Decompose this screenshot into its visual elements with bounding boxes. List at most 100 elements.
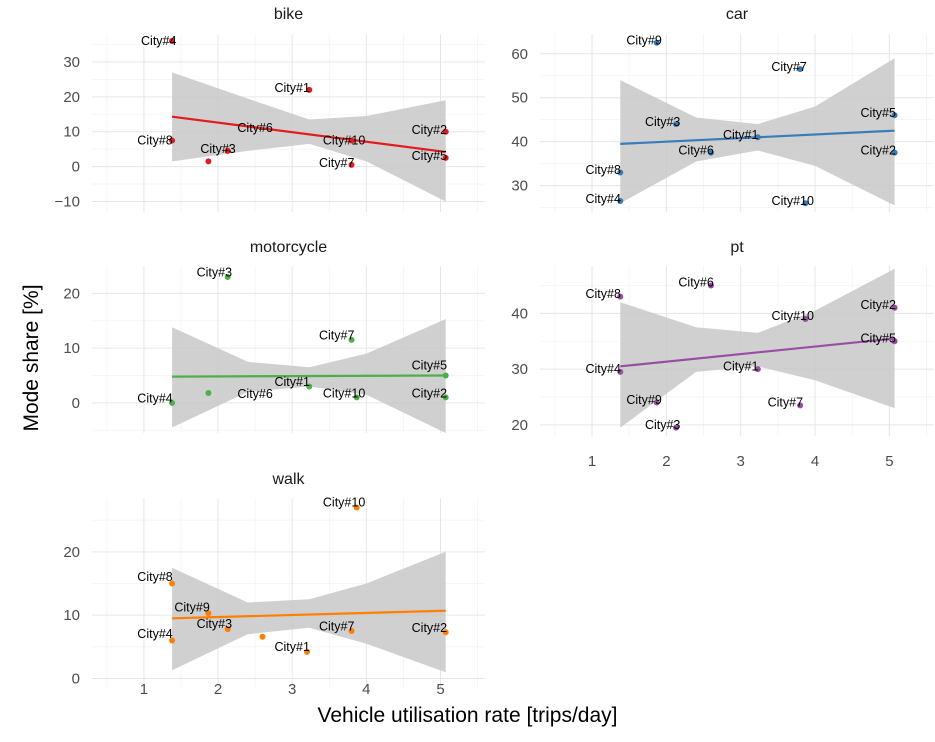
y-tick-label: 0 <box>72 671 80 688</box>
point-label: City#3 <box>197 266 232 280</box>
point-label: City#7 <box>771 60 806 74</box>
point-label: City#2 <box>861 143 896 157</box>
y-tick-label: 30 <box>511 361 528 378</box>
point-label: City#7 <box>768 396 803 410</box>
x-tick-label: 3 <box>737 453 745 470</box>
point-label: City#5 <box>412 149 447 163</box>
data-point <box>224 147 231 154</box>
data-point <box>891 149 898 156</box>
point-label: City#9 <box>174 601 209 615</box>
facet-title: bike <box>274 6 303 23</box>
y-tick-label: 10 <box>63 124 80 141</box>
data-point <box>442 629 449 636</box>
y-tick-label: 20 <box>63 544 80 561</box>
data-point <box>306 86 313 93</box>
point-label: City#4 <box>137 392 172 406</box>
facet-title: motorcycle <box>250 239 327 256</box>
facet-motorcycle: motorcycle01020City#3City#7City#5City#1C… <box>63 239 485 433</box>
point-label: City#3 <box>645 115 680 129</box>
confidence-band <box>620 58 895 206</box>
y-tick-label: 40 <box>511 305 528 322</box>
x-tick-label: 1 <box>140 681 148 698</box>
y-tick-label: 30 <box>63 54 80 71</box>
x-tick-label: 3 <box>288 681 296 698</box>
point-label: City#1 <box>723 359 758 373</box>
y-tick-label: 10 <box>63 607 80 624</box>
data-point <box>754 134 761 141</box>
y-tick-label: 10 <box>63 340 80 357</box>
point-label: City#7 <box>319 329 354 343</box>
data-point <box>617 169 624 176</box>
point-label: City#4 <box>585 362 620 376</box>
data-point <box>169 580 176 587</box>
point-label: City#7 <box>319 156 354 170</box>
point-label: City#6 <box>237 121 272 135</box>
data-point <box>205 158 212 165</box>
data-point <box>259 633 266 640</box>
y-tick-label: 50 <box>511 90 528 107</box>
data-point <box>891 304 898 311</box>
point-label: City#1 <box>274 81 309 95</box>
data-point <box>802 315 809 322</box>
point-label: City#9 <box>626 393 661 407</box>
data-point <box>653 39 660 46</box>
data-point <box>205 610 212 617</box>
point-label: City#10 <box>772 309 814 323</box>
x-tick-label: 2 <box>662 453 670 470</box>
facet-car: car 30 40 50 60 City#9 City#7 City#5 City#3 City#… <box>511 6 934 212</box>
data-point <box>348 137 355 144</box>
data-point <box>754 366 761 373</box>
data-point <box>353 394 360 401</box>
point-label: City#4 <box>137 627 172 641</box>
data-point <box>673 121 680 128</box>
data-point <box>707 282 714 289</box>
point-label: City#4 <box>585 192 620 206</box>
point-label: City#6 <box>237 387 272 401</box>
regression-line <box>620 337 895 368</box>
point-label: City#9 <box>626 34 661 48</box>
point-label: City#5 <box>861 331 896 345</box>
point-label: City#8 <box>585 287 620 301</box>
point-label: City#8 <box>585 163 620 177</box>
y-tick-label: 20 <box>511 417 528 434</box>
facet-pt: pt 20 30 40 1 2 3 4 5 City#6 City#8 City#2 City#10 Ci… <box>511 239 934 470</box>
x-tick-label: 5 <box>885 453 893 470</box>
point-label: City#2 <box>412 387 447 401</box>
facet-title: walk <box>271 471 305 488</box>
data-point <box>205 390 212 397</box>
data-point <box>442 394 449 401</box>
point-label: City#4 <box>141 34 176 48</box>
point-label: City#2 <box>861 298 896 312</box>
x-tick-label: 4 <box>362 681 370 698</box>
point-label: City#3 <box>645 418 680 432</box>
point-label: City#10 <box>323 133 365 147</box>
confidence-band <box>172 551 446 673</box>
y-tick-label: 40 <box>511 134 528 151</box>
regression-line <box>172 609 446 620</box>
point-label: City#2 <box>412 621 447 635</box>
data-point <box>617 293 624 300</box>
y-tick-label: 20 <box>63 285 80 302</box>
point-label: City#10 <box>323 387 365 401</box>
point-label: City#10 <box>323 495 365 509</box>
facet-walk: walk 0 10 20 1 2 3 4 5 City#10 City#8 City#9 City#3 C… <box>63 471 485 698</box>
x-tick-label: 5 <box>436 681 444 698</box>
data-point <box>348 628 355 634</box>
point-label: City#6 <box>678 143 713 157</box>
x-axis-title: Vehicle utilisation rate [trips/day] <box>317 704 618 727</box>
y-tick-label: 20 <box>63 89 80 106</box>
confidence-band <box>620 268 895 428</box>
point-label: City#1 <box>274 640 309 654</box>
data-point <box>802 200 809 207</box>
point-label: City#5 <box>412 359 447 373</box>
data-point <box>169 637 176 644</box>
point-label: City#8 <box>137 133 172 147</box>
y-tick-label: 30 <box>511 178 528 195</box>
data-point <box>169 399 176 406</box>
data-point <box>169 37 176 44</box>
data-point <box>673 424 680 431</box>
point-label: City#2 <box>412 123 447 137</box>
data-point <box>224 626 231 633</box>
point-label: City#6 <box>678 276 713 290</box>
point-label: City#3 <box>197 617 232 631</box>
